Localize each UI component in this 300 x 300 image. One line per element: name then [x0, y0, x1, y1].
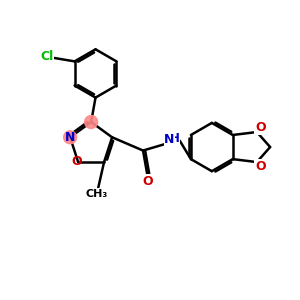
Text: O: O — [143, 175, 153, 188]
Text: O: O — [255, 121, 266, 134]
Text: O: O — [71, 155, 82, 169]
Text: N: N — [65, 131, 75, 144]
Circle shape — [64, 131, 76, 144]
Text: H: H — [169, 132, 179, 145]
Text: CH₃: CH₃ — [85, 189, 108, 199]
Text: Cl: Cl — [40, 50, 54, 63]
Circle shape — [85, 116, 98, 128]
Text: O: O — [255, 160, 266, 173]
Text: N: N — [164, 134, 175, 146]
